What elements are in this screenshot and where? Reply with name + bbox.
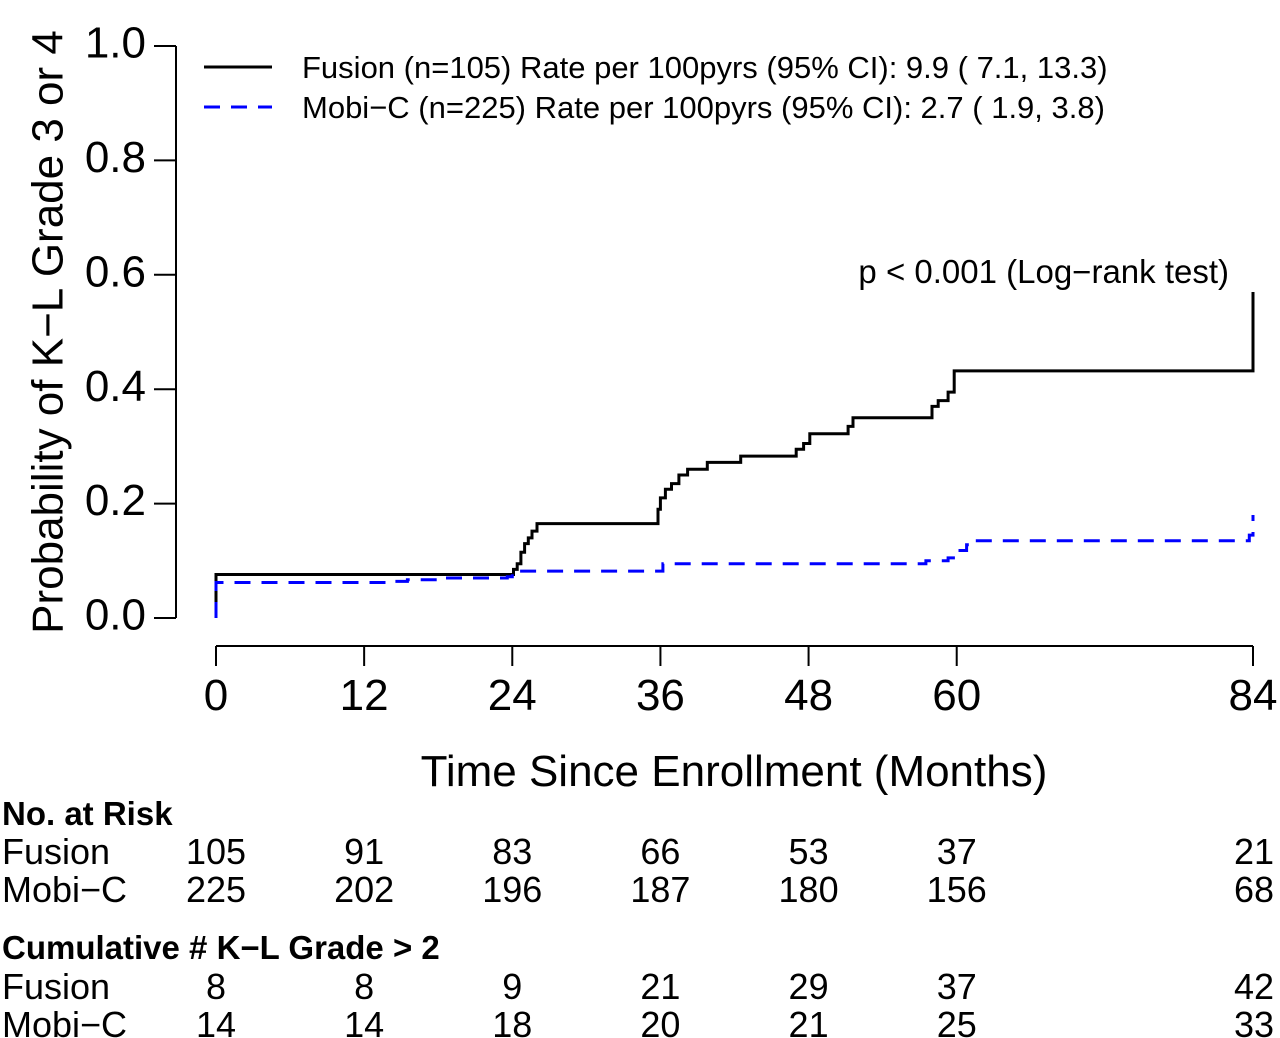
- x-axis: 0 12 24 36 48 60 84 Time Since Enrollment (Mon…: [204, 645, 1278, 796]
- risk-row-label-fusion: Fusion: [2, 831, 110, 872]
- x-axis-label: Time Since Enrollment (Months): [421, 747, 1048, 796]
- events-table-cell: 14: [196, 1004, 236, 1038]
- risk-table: No. at Risk Fusion Mobi−C 105 91 83 66 53 37 2…: [2, 795, 1274, 910]
- series-line-fusion: [214, 292, 1255, 618]
- x-tick-label: 0: [204, 671, 228, 720]
- logrank-annotation: p < 0.001 (Log−rank test): [858, 253, 1229, 290]
- x-tick-label: 24: [488, 671, 537, 720]
- risk-table-cell: 21: [1234, 831, 1274, 872]
- x-tick-label: 48: [784, 671, 833, 720]
- events-table-cell: 20: [640, 1004, 680, 1038]
- y-tick-label: 0.0: [85, 591, 146, 640]
- x-tick-label: 60: [932, 671, 981, 720]
- risk-table-cell: 91: [344, 831, 384, 872]
- legend-label-fusion: Fusion (n=105) Rate per 100pyrs (95% CI)…: [302, 50, 1108, 85]
- y-tick-label: 0.4: [85, 362, 146, 411]
- risk-table-cell: 196: [482, 869, 542, 910]
- risk-table-cell: 66: [640, 831, 680, 872]
- events-table-cell: 8: [354, 966, 374, 1007]
- events-table-cell: 33: [1234, 1004, 1274, 1038]
- risk-table-cell: 202: [334, 869, 394, 910]
- events-table: Cumulative # K−L Grade > 2 Fusion Mobi−C…: [2, 929, 1274, 1038]
- y-tick-label: 1.0: [85, 19, 146, 68]
- events-table-cell: 29: [789, 966, 829, 1007]
- y-tick-label: 0.2: [85, 476, 146, 525]
- events-table-cell: 37: [937, 966, 977, 1007]
- series-line-mobic: [214, 515, 1255, 618]
- legend: Fusion (n=105) Rate per 100pyrs (95% CI)…: [204, 50, 1108, 125]
- legend-label-mobic: Mobi−C (n=225) Rate per 100pyrs (95% CI)…: [302, 90, 1105, 125]
- events-row-label-fusion: Fusion: [2, 966, 110, 1007]
- x-tick-label: 12: [340, 671, 389, 720]
- risk-table-cell: 105: [186, 831, 246, 872]
- events-table-cell: 14: [344, 1004, 384, 1038]
- y-axis-label: Probability of K−L Grade 3 or 4: [24, 30, 73, 634]
- events-table-cell: 21: [640, 966, 680, 1007]
- events-table-cell: 8: [206, 966, 226, 1007]
- x-tick-label: 84: [1229, 671, 1278, 720]
- series-lines: [214, 292, 1255, 618]
- events-table-cell: 42: [1234, 966, 1274, 1007]
- x-tick-label: 36: [636, 671, 685, 720]
- risk-table-cell: 53: [789, 831, 829, 872]
- events-row-label-mobic: Mobi−C: [2, 1004, 127, 1038]
- risk-table-cell: 187: [630, 869, 690, 910]
- risk-table-cell: 180: [779, 869, 839, 910]
- risk-row-label-mobic: Mobi−C: [2, 869, 127, 910]
- risk-table-cell: 225: [186, 869, 246, 910]
- y-axis: 0.0 0.2 0.4 0.6 0.8 1.0 Probability of K−L Gr…: [24, 19, 177, 640]
- events-table-cell: 25: [937, 1004, 977, 1038]
- events-table-cell: 18: [492, 1004, 532, 1038]
- events-table-cell: 9: [502, 966, 522, 1007]
- risk-table-cell: 156: [927, 869, 987, 910]
- events-table-cell: 21: [789, 1004, 829, 1038]
- risk-table-cell: 68: [1234, 869, 1274, 910]
- y-tick-label: 0.8: [85, 133, 146, 182]
- risk-table-heading: No. at Risk: [2, 795, 173, 832]
- risk-table-cell: 37: [937, 831, 977, 872]
- y-tick-label: 0.6: [85, 247, 146, 296]
- risk-table-cell: 83: [492, 831, 532, 872]
- events-table-heading: Cumulative # K−L Grade > 2: [2, 929, 440, 966]
